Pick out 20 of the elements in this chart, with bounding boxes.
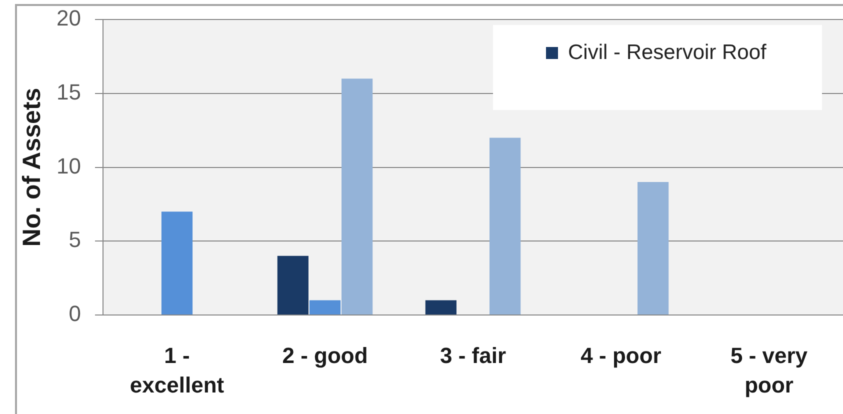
y-tick-label: 20 [56,6,81,31]
y-tick-label: 15 [56,79,81,104]
x-tick-label: 4 - poor [580,342,662,368]
y-axis-title: No. of Assets [18,88,46,247]
bar [490,138,521,314]
x-tick-label: 3 - fair [440,342,506,368]
y-tick-label: 5 [68,227,81,252]
x-tick-label: 1 - excellent [130,342,225,398]
bar [309,300,341,314]
x-tick-label: 2 - good [282,342,368,368]
legend-box: Civil - Reservoir Roof [493,24,822,110]
y-tick-label: 10 [56,153,81,178]
bar [425,300,456,314]
legend-label: Civil - Reservoir Roof [568,40,766,64]
bar [342,78,373,314]
y-tick-label: 0 [68,301,81,326]
bar [638,182,669,314]
x-tick-label: 5 - very poor [730,342,808,398]
bar [161,212,193,314]
bar [277,256,308,314]
